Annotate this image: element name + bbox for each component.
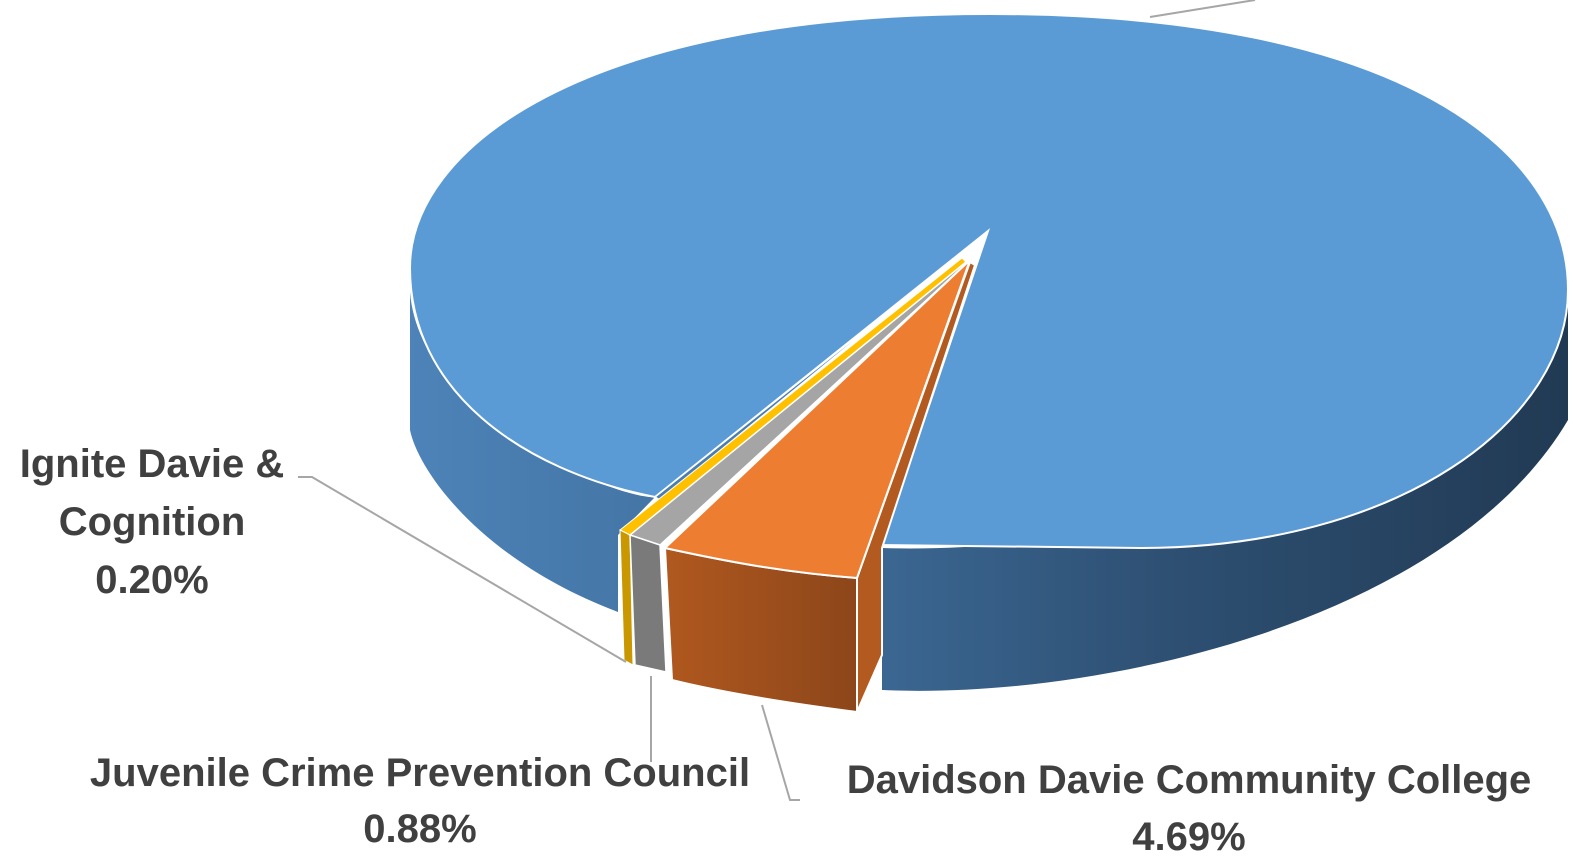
data-labels: Ignite Davie & Cognition 0.20% Juvenile …	[20, 442, 1532, 859]
label-ignite-name-line2: Cognition	[59, 500, 246, 544]
leader-line-ddcc	[761, 704, 800, 801]
slice-ignite-side	[619, 529, 634, 666]
label-ignite-name-line1: Ignite Davie &	[20, 442, 285, 486]
slice-main-cutwall	[653, 230, 989, 501]
slice-jcpc-side	[629, 533, 667, 673]
slice-main	[408, 12, 1570, 691]
label-ddcc-name: Davidson Davie Community College	[847, 758, 1532, 802]
slice-ignite	[619, 257, 967, 666]
label-jcpc-name: Juvenile Crime Prevention Council	[90, 751, 750, 795]
label-ddcc-percent: 4.69%	[1132, 815, 1245, 859]
label-jcpc-percent: 0.88%	[363, 807, 476, 851]
slice-ddcc-top	[662, 259, 971, 580]
leader-line-ignite	[298, 476, 627, 663]
slice-main-top	[408, 12, 1570, 550]
slice-main-side	[410, 290, 1568, 691]
slice-ddcc	[662, 259, 977, 714]
label-ignite-percent: 0.20%	[95, 558, 208, 602]
leader-line-main	[1149, 0, 1256, 18]
leader-lines	[298, 0, 1256, 801]
